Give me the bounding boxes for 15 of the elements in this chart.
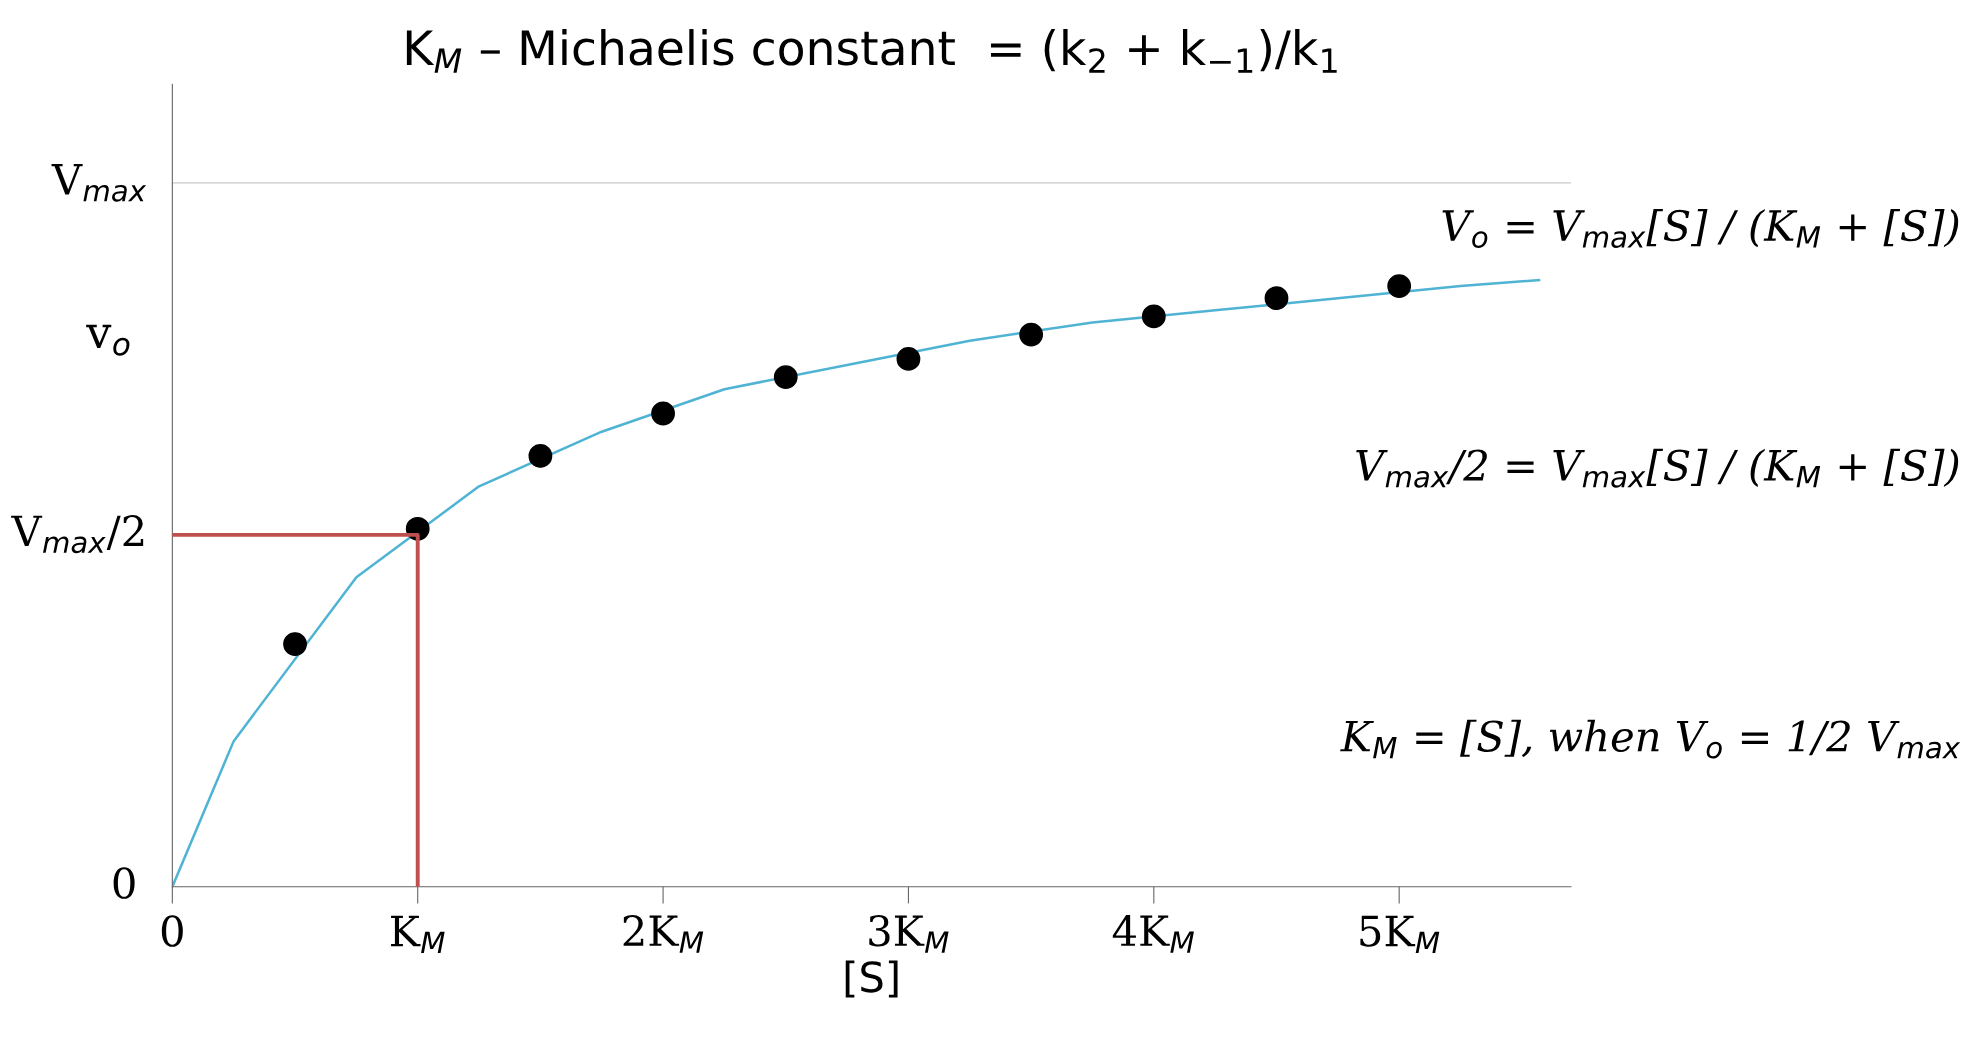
chart-title: K$_{M}$ – Michaelis constant = (k$_{2}$ + k$_{−1}$)/k$_{1}$ (406, 29, 1337, 73)
x-tick-label: 5K$_{M}$ (1360, 915, 1440, 953)
text: 0 (113, 867, 135, 899)
x-tick-label: 0 (161, 915, 183, 947)
x-tick-label: 2K$_{M}$ (623, 914, 704, 953)
x-tick-label: 3K$_{M}$ (869, 914, 949, 953)
annotation: V$_{max}$/2 = V$_{max}$[S] / (K$_{M}$ + [S]) (1356, 448, 1959, 488)
text: V$_{o}$ = V$_{max}$[S] / (K$_{M}$ + [S]) (1442, 209, 1959, 248)
y-axis-title: v$_{o}$ (86, 324, 130, 356)
ref-line-label: V$_{max}$ (51, 164, 147, 202)
x-tick-label: 4K$_{M}$ (1112, 914, 1194, 953)
x-tick-label: K$_{M}$ (391, 915, 445, 953)
annotation: K$_{M}$ = [S], when V$_{o}$ = 1/2 V$_{max}$ (1340, 719, 1961, 759)
series-label: V$_{max}$/2 (11, 515, 144, 554)
x-axis-title: [S] (845, 960, 898, 998)
